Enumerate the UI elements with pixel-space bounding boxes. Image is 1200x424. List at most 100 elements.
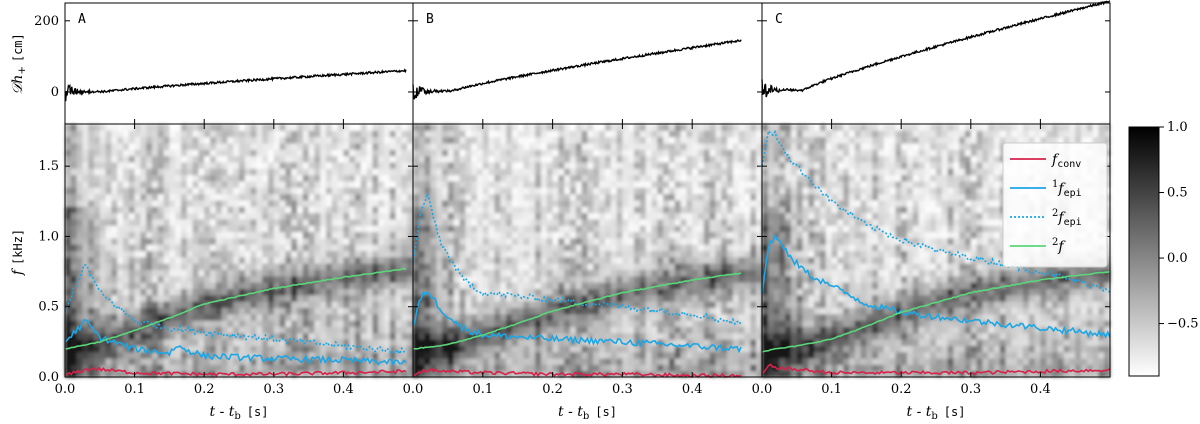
spectrogram-cell <box>163 307 170 315</box>
spectrogram-cell <box>384 174 391 182</box>
spectrogram-cell <box>355 256 362 264</box>
spectrogram-cell <box>285 294 292 302</box>
spectrogram-cell <box>88 124 95 131</box>
spectrogram-cell <box>738 124 746 131</box>
spectrogram-cell <box>634 143 641 150</box>
spectrogram-cell <box>703 307 711 315</box>
spectrogram-cell <box>181 326 188 334</box>
spectrogram-cell <box>610 231 618 239</box>
spectrogram-cell <box>366 168 373 176</box>
spectrogram-cell <box>186 155 194 163</box>
spectrogram-cell <box>703 326 711 334</box>
spectrogram-cell <box>541 136 548 144</box>
spectrogram-cell <box>407 256 414 264</box>
spectrogram-cell <box>134 180 141 188</box>
spectrogram-cell <box>152 136 159 144</box>
spectrogram-cell <box>221 282 228 289</box>
spectrogram-cell <box>192 307 199 315</box>
spectrogram-cell <box>349 143 356 150</box>
spectrogram-cell <box>360 320 368 327</box>
spectrogram-cell <box>698 301 705 308</box>
spectrogram-cell <box>436 199 443 207</box>
spectrogram-cell <box>123 168 130 176</box>
spectrogram-cell <box>163 149 170 157</box>
spectrogram-cell <box>430 282 437 289</box>
spectrogram-cell <box>418 143 426 150</box>
spectrogram-cell <box>517 345 525 353</box>
spectrogram-cell <box>163 269 170 277</box>
spectrogram-cell <box>610 326 618 334</box>
spectrogram-cell <box>500 294 507 302</box>
spectrogram-cell <box>616 174 623 182</box>
spectrogram-cell <box>105 149 112 157</box>
spectrogram-cell <box>657 212 664 220</box>
spectrogram-cell <box>529 237 536 245</box>
spectrogram-cell <box>471 174 478 182</box>
spectrogram-cell <box>366 143 373 150</box>
spectrogram-cell <box>389 339 397 346</box>
spectrogram-cell <box>70 320 78 327</box>
spectrogram-cell <box>453 168 461 176</box>
spectrogram-cell <box>413 218 420 226</box>
spectrogram-cell <box>123 174 130 182</box>
spectrogram-cell <box>517 256 525 264</box>
spectrogram-cell <box>622 231 629 239</box>
spectrogram-cell <box>210 130 217 138</box>
spectrogram-cell <box>668 263 676 270</box>
spectrogram-cell <box>157 358 165 365</box>
spectrogram-cell <box>384 263 391 270</box>
spectrogram-cell <box>459 212 466 220</box>
spectrogram-cell <box>552 199 559 207</box>
spectrogram-cell <box>651 269 658 277</box>
spectrogram-cell <box>622 124 629 131</box>
spectrogram-cell <box>221 187 228 195</box>
spectrogram-cell <box>651 320 658 327</box>
spectrogram-cell <box>337 269 344 277</box>
strain-ylabel-main: 𝒟h <box>10 75 26 95</box>
spectrogram-cell <box>111 237 118 245</box>
spectrogram-cell <box>709 187 716 195</box>
spectrogram-cell <box>233 364 240 372</box>
spectrogram-cell <box>314 187 321 195</box>
spectrogram-cell <box>262 301 269 308</box>
spectrogram-cell <box>680 339 687 346</box>
spectrogram-cell <box>273 124 281 131</box>
spectrogram-cell <box>541 313 548 321</box>
spectrogram-cell <box>762 288 769 296</box>
spectrogram-cell <box>668 370 676 378</box>
spectrogram-cell <box>587 187 594 195</box>
spectrogram-cell <box>703 275 711 283</box>
spectrogram-cell <box>65 275 72 283</box>
spectrogram-cell <box>65 332 72 340</box>
spectrogram-cell <box>117 168 124 176</box>
spectrogram-cell <box>111 326 118 334</box>
spectrogram-cell <box>175 282 182 289</box>
spectrogram-cell <box>593 351 600 359</box>
spectrogram-cell <box>494 288 501 296</box>
spectrogram-cell <box>500 313 507 321</box>
spectrogram-cell <box>541 168 548 176</box>
spectrogram-cell <box>587 345 594 353</box>
spectrogram-cell <box>506 237 513 245</box>
spectrogram-cell <box>651 206 658 214</box>
spectrogram-cell <box>482 161 490 169</box>
spectrogram-cell <box>401 250 408 258</box>
spectrogram-cell <box>500 180 507 188</box>
spectrogram-cell <box>285 256 292 264</box>
spectrogram-cell <box>762 193 769 201</box>
spectrogram-cell <box>727 155 734 163</box>
spectrogram-cell <box>175 149 182 157</box>
spectrogram-cell <box>349 307 356 315</box>
spectrogram-cell <box>82 263 89 270</box>
spectrogram-cell <box>88 282 95 289</box>
spectrogram-cell <box>668 326 676 334</box>
spectrogram-cell <box>395 269 402 277</box>
spectrogram-cell <box>494 231 501 239</box>
spectrogram-cell <box>738 332 746 340</box>
spectrogram-cell <box>82 124 89 131</box>
spectrogram-cell <box>756 313 763 321</box>
spectrogram-cell <box>442 206 449 214</box>
spectrogram-cell <box>709 307 716 315</box>
spectrogram-cell <box>302 345 310 353</box>
spectrogram-cell <box>709 351 716 359</box>
